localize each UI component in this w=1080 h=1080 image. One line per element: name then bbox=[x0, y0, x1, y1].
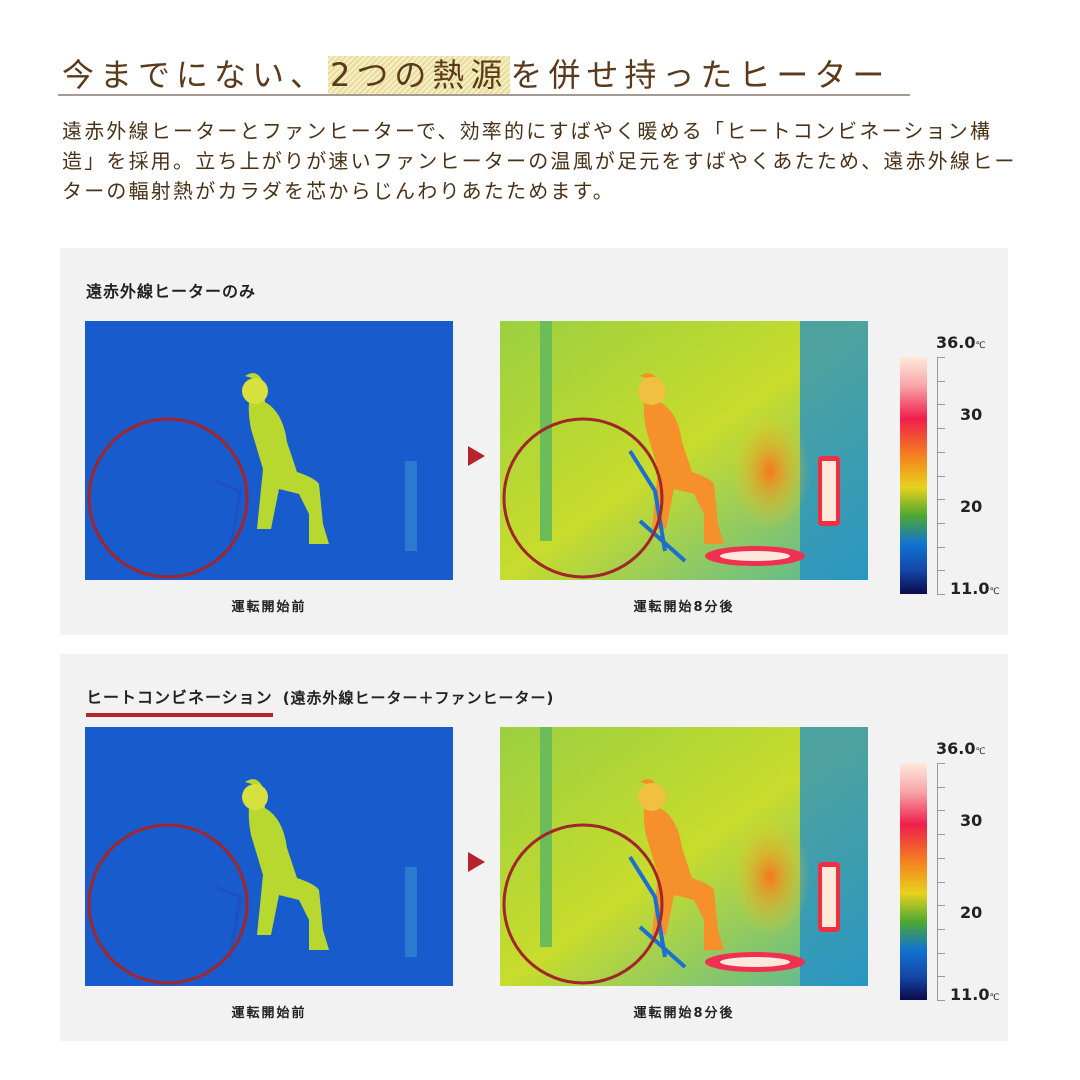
scale-tick bbox=[937, 428, 945, 430]
thermal-image-after bbox=[500, 321, 868, 580]
title-divider bbox=[58, 94, 910, 96]
title-part: 今までにない、 bbox=[62, 56, 329, 94]
scale-max-label: 36.0℃ bbox=[936, 739, 986, 758]
scale-tick bbox=[937, 952, 945, 954]
scale-tick bbox=[937, 546, 945, 548]
panel-subtitle: (遠赤外線ヒーター＋ファンヒーター) bbox=[282, 689, 555, 707]
arrow-right-icon bbox=[468, 852, 485, 872]
temperature-colorbar bbox=[900, 763, 927, 1000]
scale-tick bbox=[937, 857, 945, 859]
scale-tick bbox=[937, 834, 945, 836]
temperature-colorbar bbox=[900, 357, 927, 594]
scale-tick bbox=[937, 522, 945, 524]
panel-title: 遠赤外線ヒーターのみ bbox=[86, 278, 266, 302]
page-title: 今までにない、2つの熱源を併せ持ったヒーター bbox=[62, 50, 890, 96]
scale-20-label: 20 bbox=[960, 903, 983, 922]
scale-tick bbox=[937, 976, 945, 978]
caption-after: 運転開始8分後 bbox=[633, 1006, 735, 1021]
scale-30-label: 30 bbox=[960, 811, 983, 830]
scale-30-label: 30 bbox=[960, 405, 983, 424]
panel-title-main: ヒートコンビネーション bbox=[86, 688, 273, 717]
thermal-image-before bbox=[85, 321, 453, 580]
comparison-panel: ヒートコンビネーション (遠赤外線ヒーター＋ファンヒーター) bbox=[60, 654, 1008, 1041]
scale-tick bbox=[937, 451, 945, 453]
scale-tick bbox=[937, 570, 945, 572]
scale-tick bbox=[937, 1000, 945, 1001]
scale-tick bbox=[937, 763, 945, 764]
scale-tick bbox=[937, 786, 945, 788]
description: 遠赤外線ヒーターとファンヒーターで、効率的にすばやく暖める「ヒートコンビネーショ… bbox=[62, 119, 1017, 203]
scale-tick bbox=[937, 475, 945, 477]
scale-tick bbox=[937, 404, 945, 406]
scale-tick bbox=[937, 928, 945, 930]
scale-tick bbox=[937, 499, 945, 501]
scale-tick bbox=[937, 380, 945, 382]
scale-tick bbox=[937, 357, 945, 358]
caption-after: 運転開始8分後 bbox=[633, 600, 735, 615]
panel-title: ヒートコンビネーション (遠赤外線ヒーター＋ファンヒーター) bbox=[86, 684, 555, 717]
scale-tick bbox=[937, 881, 945, 883]
thermal-image-after bbox=[500, 727, 868, 986]
scale-tick bbox=[937, 810, 945, 812]
scale-20-label: 20 bbox=[960, 497, 983, 516]
arrow-right-icon bbox=[468, 446, 485, 466]
caption-before: 運転開始前 bbox=[231, 1006, 307, 1021]
scale-tick bbox=[937, 905, 945, 907]
scale-tick bbox=[937, 594, 945, 595]
comparison-panel: 遠赤外線ヒーターのみ bbox=[60, 248, 1008, 635]
title-part: を併せ持ったヒーター bbox=[510, 56, 891, 94]
panel-title-main: 遠赤外線ヒーターのみ bbox=[86, 282, 257, 301]
caption-before: 運転開始前 bbox=[231, 600, 307, 615]
scale-max-label: 36.0℃ bbox=[936, 333, 986, 352]
scale-min-label: 11.0℃ bbox=[950, 985, 1000, 1004]
thermal-image-before bbox=[85, 727, 453, 986]
title-highlight: 2つの熱源 bbox=[328, 56, 511, 94]
scale-min-label: 11.0℃ bbox=[950, 579, 1000, 598]
